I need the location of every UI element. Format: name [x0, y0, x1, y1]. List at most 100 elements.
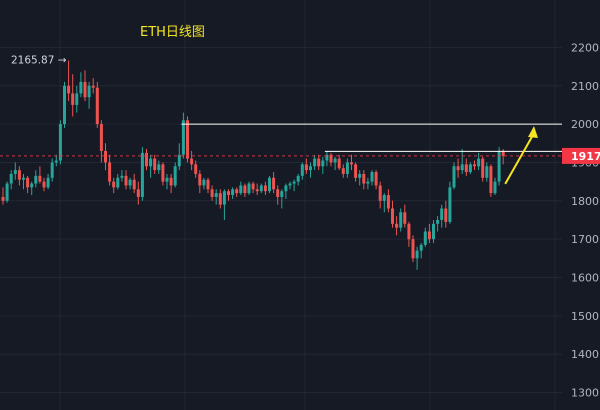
candle-body [54, 160, 58, 163]
candle [181, 112, 185, 159]
candle-body [354, 164, 358, 178]
candle [378, 181, 382, 209]
candle [296, 173, 300, 186]
y-tick-label: 1600 [571, 272, 599, 285]
candle [173, 162, 177, 188]
candle-body [190, 158, 194, 165]
candle-body [157, 164, 161, 171]
candle [354, 162, 358, 182]
candle [95, 81, 99, 128]
candle-body [75, 93, 79, 105]
candle-body [432, 223, 435, 240]
candle-body [50, 162, 54, 178]
candle-body [239, 185, 243, 194]
candle [202, 177, 206, 190]
current-price-tag[interactable]: 1917. [562, 147, 600, 164]
candle [411, 235, 415, 263]
candle-body [243, 185, 247, 194]
candle-body [460, 164, 464, 171]
candle-body [358, 173, 362, 178]
candle [5, 181, 9, 203]
candle [362, 170, 366, 190]
candle [407, 221, 411, 247]
candle [206, 177, 210, 194]
candle [83, 70, 87, 102]
candle-body [17, 170, 21, 180]
candle [350, 154, 353, 171]
candle-body [345, 162, 349, 174]
candle-body [181, 120, 185, 155]
candle [177, 143, 181, 171]
y-tick-label: 2100 [571, 80, 599, 93]
candle [427, 223, 431, 243]
candle-body [108, 162, 112, 182]
candle [497, 147, 501, 186]
candle-body [79, 81, 83, 94]
candle-body [235, 189, 239, 194]
candle [268, 175, 271, 194]
y-tick-label: 1400 [571, 348, 599, 361]
candle [120, 170, 124, 182]
candle [235, 187, 239, 197]
candle-body [341, 168, 345, 174]
candle [485, 162, 489, 182]
candle-body [313, 158, 317, 167]
candle [452, 162, 456, 190]
candle-body [317, 158, 321, 167]
candle [38, 166, 42, 184]
candle [222, 189, 226, 220]
candle [231, 187, 235, 199]
candle-body [120, 175, 124, 178]
candle-body [149, 158, 153, 167]
candle [198, 170, 202, 194]
candle-body [378, 185, 382, 201]
candle-body [382, 195, 386, 201]
candle [124, 170, 128, 190]
candle-body [456, 166, 460, 171]
candle-body [58, 124, 62, 161]
candle-body [386, 195, 390, 209]
candle [75, 85, 79, 113]
candle [239, 181, 243, 196]
candle [259, 183, 263, 194]
candle-body [309, 166, 312, 171]
candle-body [71, 93, 75, 105]
candle [210, 185, 214, 201]
candle-body [399, 212, 403, 228]
candle-body [391, 208, 394, 224]
candle [374, 170, 378, 190]
candle-body [407, 223, 411, 240]
y-tick-label: 2000 [571, 118, 599, 131]
candle [132, 173, 136, 194]
candle-body [403, 212, 407, 224]
candle [50, 158, 54, 182]
candle-body [91, 85, 95, 88]
candle-body [296, 175, 300, 182]
price-axis[interactable]: 1300140015001600170018001900200021002200 [571, 41, 599, 399]
candle [423, 227, 427, 247]
candle-body [38, 175, 42, 182]
candle [251, 181, 255, 194]
candle [419, 242, 423, 259]
candle [436, 216, 440, 232]
candle [91, 78, 95, 94]
candle-body [26, 177, 30, 188]
candle-body [304, 164, 308, 171]
candle-body [485, 166, 489, 178]
candle [116, 173, 120, 190]
candle-body [145, 152, 148, 167]
candle [263, 181, 267, 196]
candle-body [83, 81, 87, 98]
candle-body [481, 158, 485, 178]
candle-body [329, 154, 333, 163]
candle-body [366, 181, 370, 184]
candle-body [132, 179, 136, 190]
candle-body [177, 154, 181, 167]
candle-body [259, 185, 263, 192]
candle [395, 216, 399, 236]
candle [325, 150, 329, 167]
candle [341, 164, 345, 178]
candle-body [477, 158, 481, 167]
